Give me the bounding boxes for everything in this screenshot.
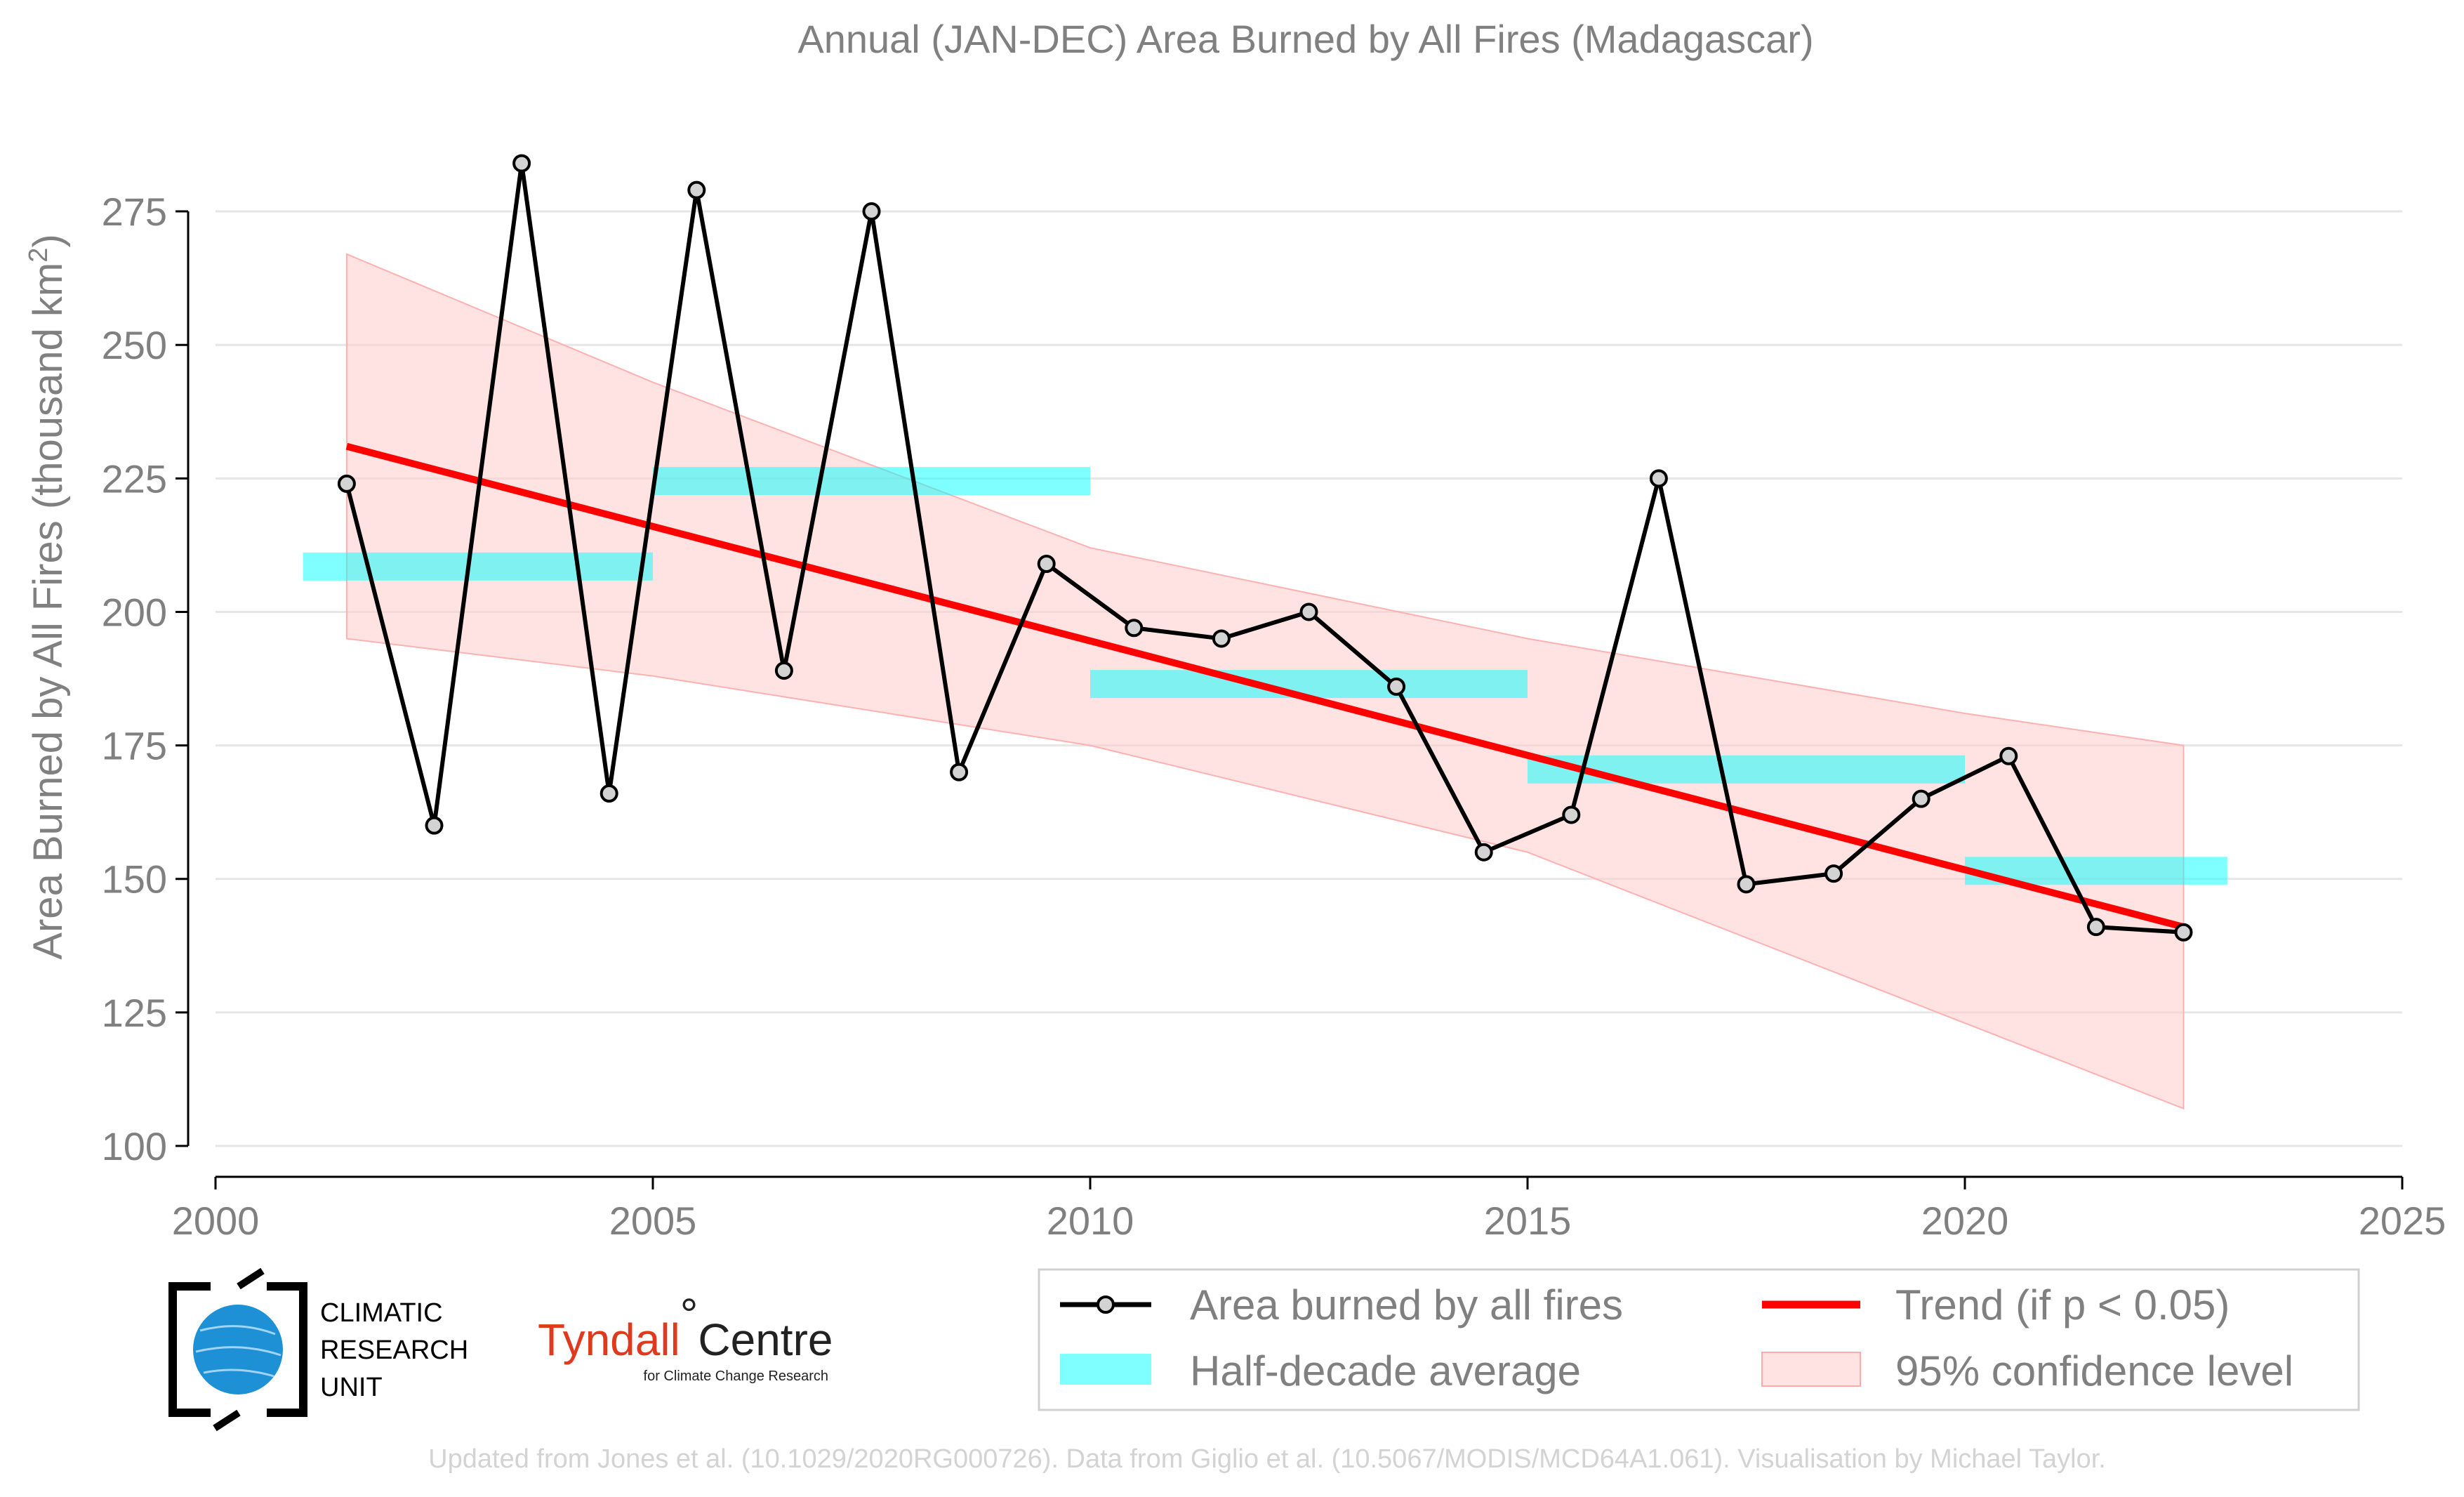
data-point xyxy=(1562,805,1581,824)
data-point xyxy=(1474,843,1493,862)
x-tick-label: 2005 xyxy=(609,1199,697,1243)
data-point xyxy=(2174,923,2193,942)
chart-title: Annual (JAN-DEC) Area Burned by All Fire… xyxy=(797,17,1813,61)
data-point xyxy=(1387,677,1406,696)
data-point xyxy=(862,202,881,221)
cru-logo-slash-top xyxy=(237,1267,265,1290)
footer-credit: Updated from Jones et al. (10.1029/2020R… xyxy=(428,1444,2106,1474)
data-point xyxy=(337,474,356,493)
y-tick-label: 225 xyxy=(102,456,167,501)
y-tick-label: 150 xyxy=(102,857,167,902)
cru-logo-bracket-left xyxy=(168,1282,211,1417)
x-tick-label: 2010 xyxy=(1047,1199,1134,1243)
data-point xyxy=(425,816,444,835)
data-point xyxy=(1824,864,1843,883)
legend-half-decade-swatch xyxy=(1060,1354,1151,1385)
legend-series-marker xyxy=(1097,1295,1115,1314)
tyndall-logo: Tyndall°Centre for Climate Change Resear… xyxy=(538,1289,833,1384)
legend: Area burned by all fires Half-decade ave… xyxy=(1038,1268,2360,1411)
y-axis-title: Area Burned by All Fires (thousand km2) xyxy=(24,234,71,959)
tyndall-logo-title: Tyndall°Centre xyxy=(538,1289,833,1365)
legend-item-series: Area burned by all fires xyxy=(1060,1281,1623,1328)
series-line xyxy=(344,163,2184,935)
half-decade-bar xyxy=(1090,670,1528,699)
data-point xyxy=(1737,875,1756,894)
series-line-layer xyxy=(337,154,2193,942)
cru-logo-line-2: RESEARCH xyxy=(320,1336,468,1365)
trend-line xyxy=(345,442,2185,931)
y-tick-label: 175 xyxy=(102,724,167,768)
legend-label-series: Area burned by all fires xyxy=(1190,1281,1623,1328)
cru-logo-line-1: CLIMATIC xyxy=(320,1298,443,1328)
half-decade-bar xyxy=(303,552,653,581)
globe-lines-icon xyxy=(195,1325,281,1378)
x-tick-label: 2000 xyxy=(172,1199,260,1243)
cru-logo-line-3: UNIT xyxy=(320,1373,383,1402)
data-point xyxy=(512,154,531,173)
legend-item-trend: Trend (if p < 0.05) xyxy=(1762,1281,2230,1328)
y-tick-label: 250 xyxy=(102,323,167,367)
x-tick-label: 2025 xyxy=(2359,1199,2446,1243)
half-decade-bar xyxy=(1528,755,1965,784)
legend-item-confidence: 95% confidence level xyxy=(1761,1347,2293,1394)
half-decade-bar xyxy=(653,467,1090,496)
data-point xyxy=(1212,629,1231,648)
data-point xyxy=(1999,746,2018,765)
legend-confidence-swatch xyxy=(1761,1352,1861,1387)
data-point xyxy=(1649,469,1668,488)
data-point xyxy=(1299,602,1318,621)
legend-label-half-decade: Half-decade average xyxy=(1190,1347,1581,1394)
x-tick-label: 2020 xyxy=(1921,1199,2009,1243)
data-point xyxy=(1037,555,1056,574)
y-tick-label: 100 xyxy=(102,1124,167,1168)
data-point xyxy=(950,763,969,782)
data-point xyxy=(600,784,618,803)
legend-label-trend: Trend (if p < 0.05) xyxy=(1895,1281,2230,1328)
axes: 100 125 150 175 200 225 250 275 2000 2005 2010 2015… xyxy=(102,190,2446,1243)
x-tick-label: 2015 xyxy=(1484,1199,1572,1243)
tyndall-logo-subtitle: for Climate Change Research xyxy=(644,1369,828,1384)
y-tick-label: 275 xyxy=(102,190,167,234)
trend-layer xyxy=(345,442,2185,931)
data-point xyxy=(1912,789,1930,808)
data-point xyxy=(774,661,793,680)
y-tick-label: 125 xyxy=(102,991,167,1035)
cru-logo-bracket-right xyxy=(267,1282,307,1417)
legend-box xyxy=(1038,1268,2360,1411)
cru-logo-slash-bottom xyxy=(213,1409,241,1432)
data-point xyxy=(1125,619,1144,638)
y-tick-label: 200 xyxy=(102,590,167,634)
data-point xyxy=(2086,918,2105,937)
cru-logo: CLIMATIC RESEARCH UNIT xyxy=(168,1267,468,1432)
legend-item-half-decade: Half-decade average xyxy=(1060,1347,1581,1394)
data-point xyxy=(687,180,706,199)
legend-label-confidence: 95% confidence level xyxy=(1895,1347,2293,1394)
